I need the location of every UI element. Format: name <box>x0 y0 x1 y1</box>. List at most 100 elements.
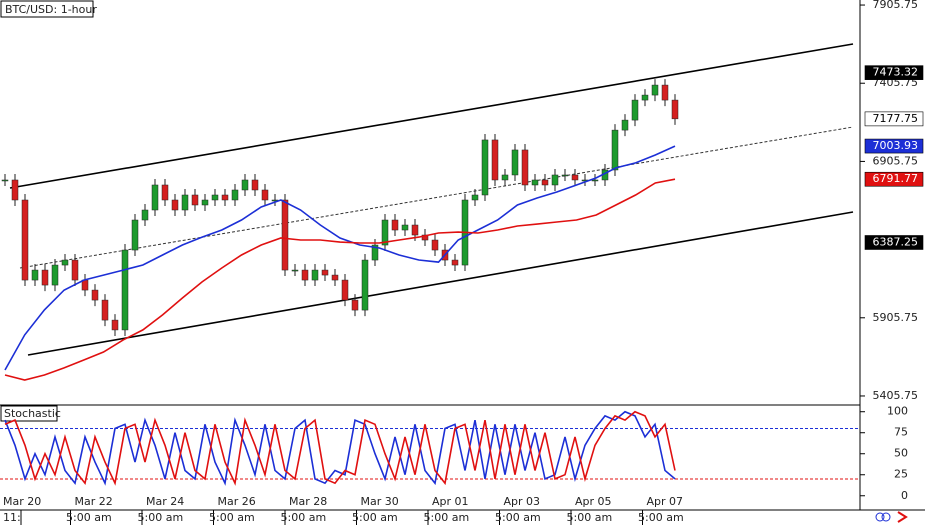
x-time-label: 5:00 am <box>138 511 184 524</box>
candle <box>151 184 159 211</box>
candle <box>481 139 489 196</box>
toolbar-icons <box>875 511 908 523</box>
indicator-title: Stochastic <box>4 407 61 420</box>
candle <box>571 174 579 181</box>
x-time-label: 5:00 am <box>281 511 327 524</box>
x-date-label: Mar 24 <box>146 495 184 508</box>
candle <box>401 224 409 231</box>
candle <box>261 189 269 201</box>
candle <box>251 179 259 191</box>
y-tick-label: 5905.75 <box>873 311 919 324</box>
candle <box>51 264 59 286</box>
candle <box>541 179 549 186</box>
candle <box>181 194 189 211</box>
candle <box>141 209 149 221</box>
x-date-label: Apr 01 <box>432 495 469 508</box>
candle <box>611 129 619 171</box>
candle <box>651 84 659 96</box>
candle <box>371 244 379 261</box>
candle <box>101 299 109 321</box>
link-icon[interactable] <box>875 512 885 522</box>
candle <box>391 219 399 231</box>
price-label: 6791.77 <box>873 172 919 185</box>
candle <box>661 84 669 101</box>
indicator-line <box>4 410 676 486</box>
channel-lower <box>27 211 854 356</box>
price-label: 6387.25 <box>873 235 919 248</box>
price-label-box <box>864 65 924 80</box>
x-time-label: 5:00 am <box>66 511 112 524</box>
candle <box>291 269 299 272</box>
candle <box>201 199 209 206</box>
x-time-label: 11: <box>3 511 21 524</box>
candle <box>341 279 349 301</box>
channel-mid <box>19 126 854 269</box>
price-label-box <box>864 235 924 250</box>
candle <box>591 179 599 182</box>
title-box <box>0 0 94 18</box>
x-time-label: 5:00 am <box>638 511 684 524</box>
candle <box>471 194 479 201</box>
candle <box>641 94 649 101</box>
candle <box>321 269 329 276</box>
candle <box>31 269 39 281</box>
x-date-label: Mar 22 <box>75 495 113 508</box>
candle <box>91 289 99 301</box>
candle <box>111 319 119 331</box>
link-icon-2 <box>881 512 891 522</box>
x-time-label: 5:00 am <box>424 511 470 524</box>
candle <box>221 194 229 201</box>
channel-upper <box>9 43 854 189</box>
candle <box>631 99 639 121</box>
candle <box>311 269 319 281</box>
candle <box>511 149 519 176</box>
x-time-label: 5:00 am <box>209 511 255 524</box>
x-date-label: Mar 30 <box>361 495 399 508</box>
candle <box>41 269 49 286</box>
candle <box>351 299 359 311</box>
x-time-label: 5:00 am <box>567 511 613 524</box>
candle <box>431 239 439 251</box>
x-date-label: Apr 05 <box>575 495 612 508</box>
price-label: 7473.32 <box>873 66 919 79</box>
candle <box>561 174 569 177</box>
price-label: 7177.75 <box>873 112 919 125</box>
stoch-tick-label: 100 <box>887 405 908 418</box>
y-tick-label: 5405.75 <box>873 389 919 402</box>
indicator-line <box>4 178 676 381</box>
x-date-label: Mar 20 <box>3 495 41 508</box>
price-label-box <box>864 138 924 154</box>
candle <box>331 274 339 281</box>
y-tick-label: 7905.75 <box>873 0 919 11</box>
candle <box>671 99 679 120</box>
candle <box>211 194 219 201</box>
candle <box>121 249 129 331</box>
candle <box>241 179 249 191</box>
candle <box>621 119 629 131</box>
candle <box>281 199 289 271</box>
candle <box>171 199 179 211</box>
stoch-tick-label: 50 <box>894 447 908 460</box>
candle <box>501 174 509 181</box>
x-date-label: Apr 03 <box>504 495 541 508</box>
candle <box>521 149 529 186</box>
candle <box>1 179 9 182</box>
candle <box>61 259 69 266</box>
candle <box>81 279 89 291</box>
candle <box>301 269 309 281</box>
x-date-label: Apr 07 <box>647 495 684 508</box>
y-tick-label: 6905.75 <box>873 154 919 167</box>
price-label-box <box>864 111 924 127</box>
indicator-line <box>4 410 676 486</box>
candle <box>21 199 29 281</box>
indicator-line <box>4 145 676 371</box>
candle <box>531 179 539 186</box>
stoch-tick-label: 75 <box>894 426 908 439</box>
candle <box>361 259 369 311</box>
arrow-icon[interactable] <box>897 511 908 523</box>
stoch-tick-label: 25 <box>894 468 908 481</box>
x-date-label: Mar 28 <box>289 495 327 508</box>
candle <box>231 189 239 201</box>
price-label-box <box>864 171 924 187</box>
